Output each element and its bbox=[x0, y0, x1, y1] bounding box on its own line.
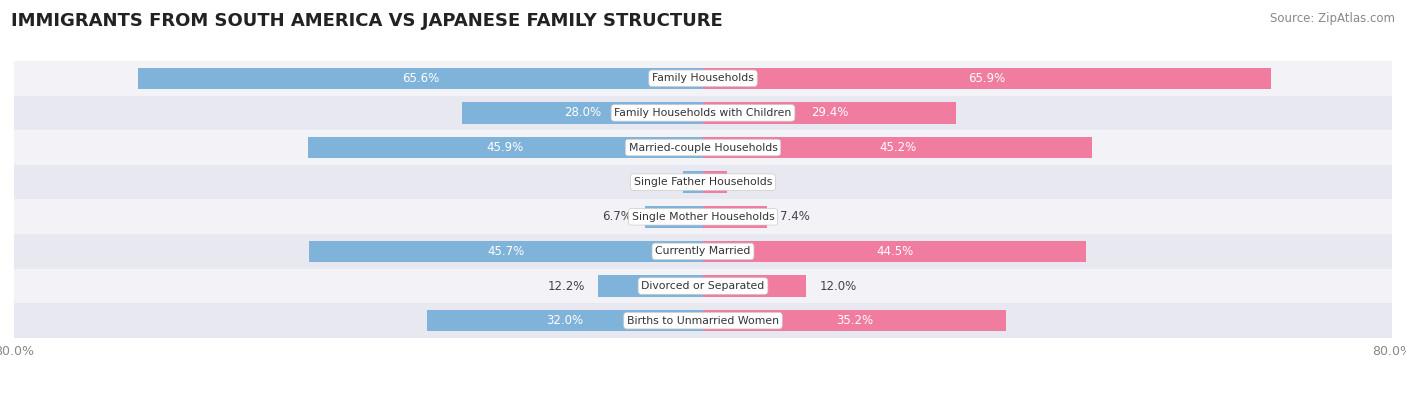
Text: 12.0%: 12.0% bbox=[820, 280, 856, 293]
Text: 2.3%: 2.3% bbox=[641, 176, 671, 189]
Text: Currently Married: Currently Married bbox=[655, 246, 751, 256]
Bar bbox=[683, 171, 703, 193]
Text: 35.2%: 35.2% bbox=[837, 314, 873, 327]
Text: 45.9%: 45.9% bbox=[486, 141, 524, 154]
Bar bbox=[598, 275, 703, 297]
Text: 45.7%: 45.7% bbox=[488, 245, 524, 258]
Bar bbox=[14, 303, 1392, 338]
Bar bbox=[703, 68, 1271, 89]
Bar bbox=[703, 275, 807, 297]
Text: Married-couple Households: Married-couple Households bbox=[628, 143, 778, 152]
Text: 65.9%: 65.9% bbox=[969, 72, 1005, 85]
Bar bbox=[308, 137, 703, 158]
Text: 7.4%: 7.4% bbox=[780, 210, 810, 223]
Text: Single Mother Households: Single Mother Households bbox=[631, 212, 775, 222]
Bar bbox=[14, 165, 1392, 199]
Text: 45.2%: 45.2% bbox=[879, 141, 917, 154]
Bar bbox=[703, 310, 1007, 331]
Bar bbox=[14, 234, 1392, 269]
Text: 28.0%: 28.0% bbox=[564, 106, 600, 119]
Text: 12.2%: 12.2% bbox=[548, 280, 585, 293]
Bar bbox=[645, 206, 703, 228]
Text: Births to Unmarried Women: Births to Unmarried Women bbox=[627, 316, 779, 325]
Text: 65.6%: 65.6% bbox=[402, 72, 439, 85]
Text: 44.5%: 44.5% bbox=[876, 245, 914, 258]
Text: 2.8%: 2.8% bbox=[740, 176, 769, 189]
Text: 29.4%: 29.4% bbox=[811, 106, 848, 119]
Text: Divorced or Separated: Divorced or Separated bbox=[641, 281, 765, 291]
Bar bbox=[703, 102, 956, 124]
Bar bbox=[14, 199, 1392, 234]
Bar bbox=[703, 137, 1092, 158]
Bar bbox=[461, 102, 703, 124]
Bar bbox=[138, 68, 703, 89]
Bar bbox=[309, 241, 703, 262]
Bar bbox=[703, 241, 1087, 262]
Text: IMMIGRANTS FROM SOUTH AMERICA VS JAPANESE FAMILY STRUCTURE: IMMIGRANTS FROM SOUTH AMERICA VS JAPANES… bbox=[11, 12, 723, 30]
Text: Family Households with Children: Family Households with Children bbox=[614, 108, 792, 118]
Text: 32.0%: 32.0% bbox=[547, 314, 583, 327]
Bar bbox=[14, 61, 1392, 96]
Bar bbox=[703, 171, 727, 193]
Bar bbox=[14, 130, 1392, 165]
Bar bbox=[14, 269, 1392, 303]
Bar bbox=[427, 310, 703, 331]
Bar bbox=[14, 96, 1392, 130]
Bar bbox=[703, 206, 766, 228]
Text: Source: ZipAtlas.com: Source: ZipAtlas.com bbox=[1270, 12, 1395, 25]
Text: 6.7%: 6.7% bbox=[603, 210, 633, 223]
Text: Single Father Households: Single Father Households bbox=[634, 177, 772, 187]
Text: Family Households: Family Households bbox=[652, 73, 754, 83]
